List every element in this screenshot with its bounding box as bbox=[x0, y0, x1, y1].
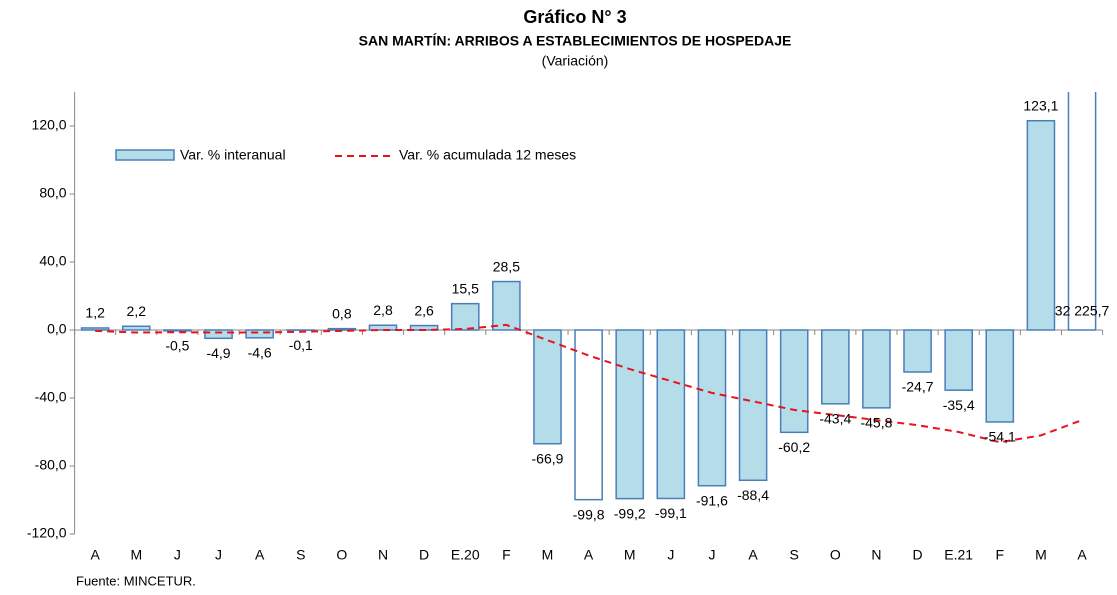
x-tick-label: A bbox=[90, 547, 100, 563]
y-tick-label: -80,0 bbox=[35, 457, 67, 473]
bar bbox=[986, 330, 1013, 422]
value-label: -4,9 bbox=[206, 345, 230, 361]
x-tick-label: J bbox=[708, 547, 715, 563]
x-tick-label: A bbox=[255, 547, 265, 563]
y-tick-label: -120,0 bbox=[27, 525, 67, 541]
bar bbox=[863, 330, 890, 408]
x-tick-label: O bbox=[336, 547, 347, 563]
x-tick-label: D bbox=[912, 547, 922, 563]
x-tick-label: J bbox=[215, 547, 222, 563]
value-label: -45,8 bbox=[860, 415, 892, 431]
bar bbox=[740, 330, 767, 480]
value-label: -66,9 bbox=[532, 450, 564, 466]
value-label: -60,2 bbox=[778, 439, 810, 455]
x-tick-label: N bbox=[378, 547, 388, 563]
unit-note: (Variación) bbox=[542, 53, 609, 69]
x-tick-label: M bbox=[130, 547, 142, 563]
value-label: 123,1 bbox=[1023, 97, 1058, 113]
value-label: -99,8 bbox=[573, 506, 605, 522]
plot-area bbox=[82, 0, 1096, 500]
bar bbox=[698, 330, 725, 486]
bar bbox=[945, 330, 972, 390]
bar bbox=[904, 330, 931, 372]
bar bbox=[82, 328, 109, 330]
x-tick-label: J bbox=[174, 547, 181, 563]
x-tick-label: S bbox=[790, 547, 799, 563]
value-label: 28,5 bbox=[493, 258, 520, 274]
value-label: -91,6 bbox=[696, 492, 728, 508]
bar bbox=[1027, 121, 1054, 330]
bar bbox=[452, 304, 479, 330]
value-label: 2,8 bbox=[373, 302, 393, 318]
x-tick-label: S bbox=[296, 547, 305, 563]
x-tick-label: E.20 bbox=[451, 547, 480, 563]
value-label: 1,2 bbox=[85, 305, 105, 321]
bar bbox=[246, 330, 273, 338]
value-label: -0,1 bbox=[289, 337, 313, 353]
y-tick-label: 80,0 bbox=[39, 185, 66, 201]
x-tick-label: E.21 bbox=[944, 547, 973, 563]
value-label: -24,7 bbox=[902, 379, 934, 395]
bar bbox=[781, 330, 808, 432]
y-tick-label: -40,0 bbox=[35, 389, 67, 405]
value-label: -99,2 bbox=[614, 505, 646, 521]
x-tick-label: J bbox=[667, 547, 674, 563]
bar bbox=[1068, 0, 1095, 330]
bar bbox=[493, 282, 520, 330]
legend-swatch bbox=[116, 150, 174, 160]
value-label: 0,8 bbox=[332, 305, 352, 321]
value-label: 2,6 bbox=[414, 302, 434, 318]
chart-subtitle: SAN MARTÍN: ARRIBOS A ESTABLECIMIENTOS D… bbox=[359, 33, 792, 49]
chart-title: Gráfico N° 3 bbox=[523, 7, 626, 27]
x-tick-label: M bbox=[542, 547, 554, 563]
value-label: -4,6 bbox=[248, 345, 272, 361]
value-label: -35,4 bbox=[943, 397, 975, 413]
value-label: -43,4 bbox=[819, 410, 851, 426]
value-label: -0,5 bbox=[165, 338, 189, 354]
value-label: -88,4 bbox=[737, 487, 769, 503]
bar bbox=[123, 326, 150, 330]
value-label: 2,2 bbox=[127, 303, 147, 319]
legend-label: Var. % interanual bbox=[180, 147, 286, 163]
value-label: -99,1 bbox=[655, 505, 687, 521]
value-label: 15,5 bbox=[452, 280, 479, 296]
x-tick-label: D bbox=[419, 547, 429, 563]
x-tick-label: A bbox=[1077, 547, 1087, 563]
y-tick-label: 120,0 bbox=[32, 117, 67, 133]
x-tick-label: N bbox=[871, 547, 881, 563]
bar bbox=[205, 330, 232, 338]
bar bbox=[657, 330, 684, 498]
bar bbox=[575, 330, 602, 500]
legend-label: Var. % acumulada 12 meses bbox=[399, 147, 576, 163]
value-label: -54,1 bbox=[984, 429, 1016, 445]
bar bbox=[822, 330, 849, 404]
x-tick-label: F bbox=[502, 547, 511, 563]
x-tick-label: M bbox=[1035, 547, 1047, 563]
bar bbox=[616, 330, 643, 499]
y-tick-label: 0,0 bbox=[47, 321, 67, 337]
x-tick-label: F bbox=[996, 547, 1005, 563]
value-label: 32 225,7 bbox=[1055, 303, 1110, 319]
bar bbox=[164, 330, 191, 331]
x-tick-label: O bbox=[830, 547, 841, 563]
x-tick-label: M bbox=[624, 547, 636, 563]
source-note: Fuente: MINCETUR. bbox=[76, 573, 196, 588]
y-tick-label: 40,0 bbox=[39, 253, 66, 269]
bar bbox=[534, 330, 561, 444]
x-tick-label: A bbox=[584, 547, 594, 563]
x-tick-label: A bbox=[748, 547, 758, 563]
